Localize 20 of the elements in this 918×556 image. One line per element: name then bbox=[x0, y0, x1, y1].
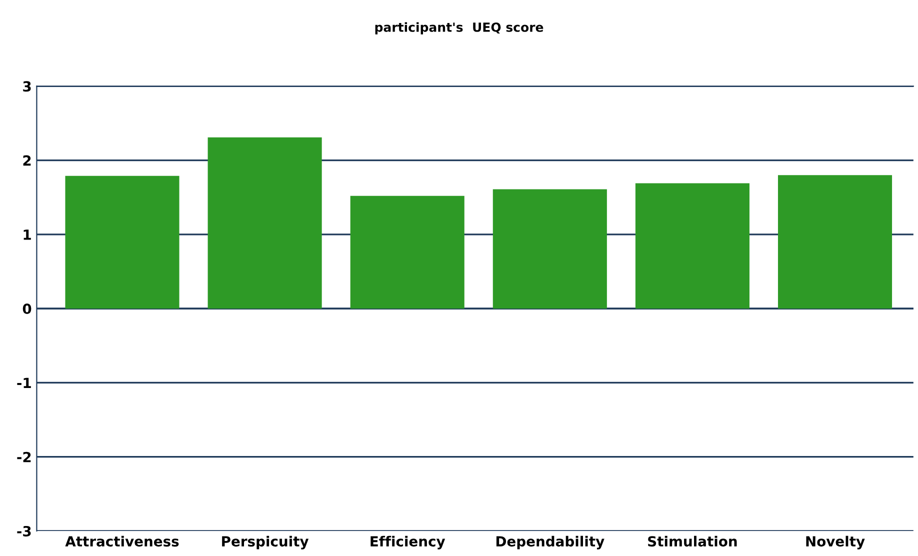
y-tick-label: 1 bbox=[24, 230, 31, 240]
x-tick-label: Dependability bbox=[496, 536, 604, 550]
y-tick-label: -1 bbox=[17, 378, 31, 388]
y-tick-label: 2 bbox=[23, 155, 31, 166]
x-tick-label: Perspicuity bbox=[222, 536, 309, 550]
bar bbox=[65, 176, 180, 309]
bar bbox=[635, 183, 750, 309]
x-tick-label: Stimulation bbox=[648, 536, 737, 547]
bar bbox=[350, 196, 464, 309]
x-tick-label: Efficiency bbox=[370, 536, 446, 550]
bar bbox=[778, 175, 892, 309]
bar bbox=[492, 189, 607, 309]
x-tick-label: Novelty bbox=[806, 536, 865, 550]
x-tick-label: Attractiveness bbox=[65, 536, 179, 547]
y-tick-label: -2 bbox=[17, 452, 31, 462]
chart-title: participant's UEQ score bbox=[375, 22, 544, 34]
y-tick-label: 3 bbox=[23, 81, 31, 92]
y-tick-label: 0 bbox=[22, 304, 32, 314]
y-tick-label: -3 bbox=[17, 526, 31, 536]
bar bbox=[208, 137, 322, 309]
